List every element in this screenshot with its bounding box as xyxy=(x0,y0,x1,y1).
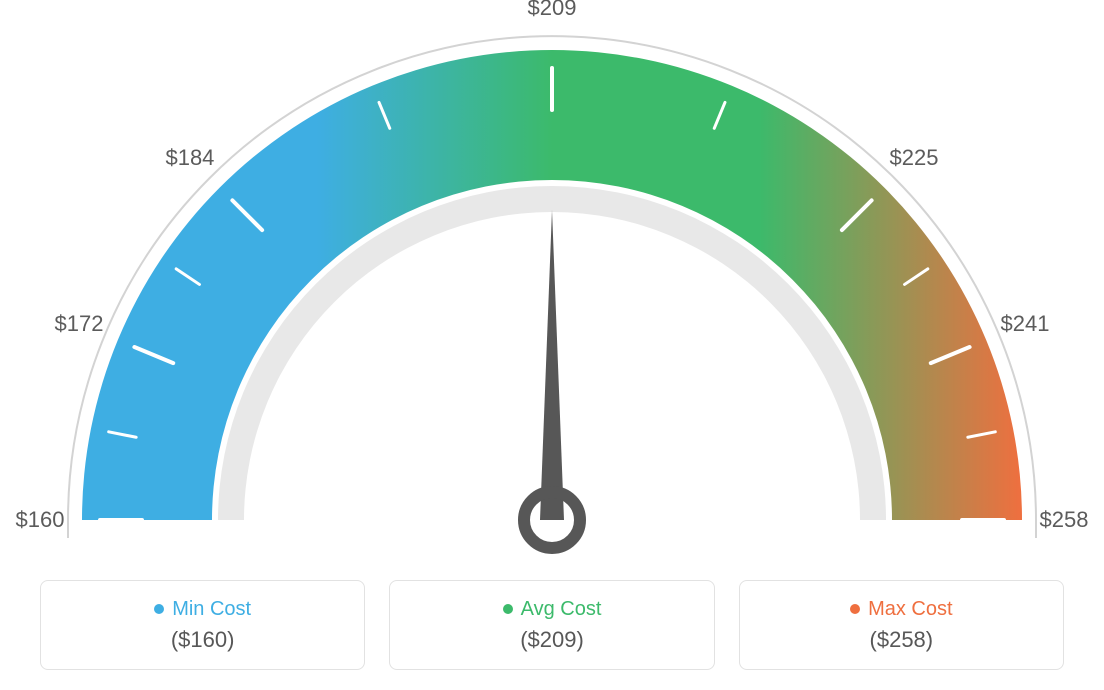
legend-value-min: ($160) xyxy=(171,627,235,653)
gauge-tick-label: $241 xyxy=(1001,311,1050,337)
gauge-chart-container: { "gauge": { "type": "gauge", "min_value… xyxy=(0,0,1104,690)
legend-top-max: Max Cost xyxy=(850,598,952,621)
legend-dot-max xyxy=(850,604,860,614)
legend-dot-avg xyxy=(503,604,513,614)
legend-card-min: Min Cost ($160) xyxy=(40,580,365,670)
gauge-tick-label: $225 xyxy=(890,145,939,171)
legend-value-max: ($258) xyxy=(870,627,934,653)
gauge-tick-label: $209 xyxy=(528,0,577,21)
legend-label-min: Min Cost xyxy=(172,598,251,621)
gauge-tick-label: $258 xyxy=(1040,507,1089,533)
legend-label-avg: Avg Cost xyxy=(521,598,602,621)
gauge-tick-label: $172 xyxy=(54,311,103,337)
legend-top-avg: Avg Cost xyxy=(503,598,602,621)
legend-dot-min xyxy=(154,604,164,614)
gauge-area: $160 $172 $184 $209 $225 $241 $258 xyxy=(0,0,1104,570)
gauge-tick-label: $160 xyxy=(16,507,65,533)
gauge-tick-label: $184 xyxy=(165,145,214,171)
legend-top-min: Min Cost xyxy=(154,598,251,621)
legend-label-max: Max Cost xyxy=(868,598,952,621)
legend-value-avg: ($209) xyxy=(520,627,584,653)
legend-row: Min Cost ($160) Avg Cost ($209) Max Cost… xyxy=(0,580,1104,690)
legend-card-avg: Avg Cost ($209) xyxy=(389,580,714,670)
legend-card-max: Max Cost ($258) xyxy=(739,580,1064,670)
gauge-svg xyxy=(0,0,1104,570)
